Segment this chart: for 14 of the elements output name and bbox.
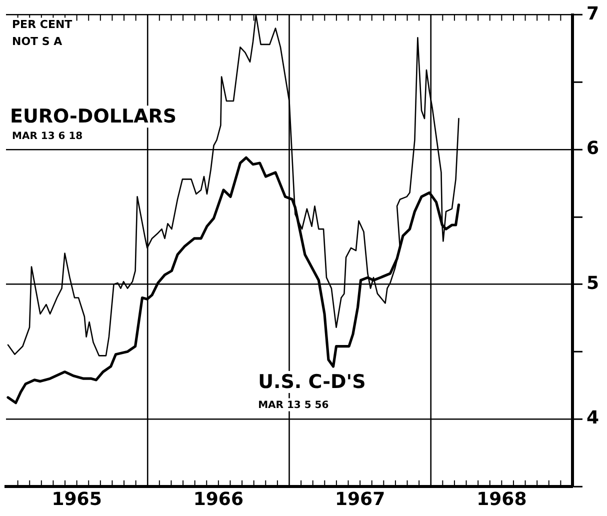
annotation: NOT S A (12, 34, 63, 48)
annotation: MAR 13 5 56 (258, 400, 329, 412)
y-tick-label: 6 (586, 138, 600, 160)
x-tick-label: 1968 (476, 488, 527, 510)
y-tick-label: 5 (586, 272, 600, 294)
x-tick-label: 1967 (334, 488, 386, 510)
text: EURO-DOLLARS (10, 106, 177, 128)
x-tick-label: 1966 (193, 488, 244, 510)
annotation: PER CENT (12, 18, 73, 31)
x-tick-label: 1965 (52, 488, 102, 510)
annotation: MAR 13 6 18 (12, 130, 83, 142)
y-tick-label: 7 (586, 3, 600, 24)
series-label: U.S. C-D'S (258, 371, 366, 394)
y-tick-label: 4 (586, 408, 600, 429)
